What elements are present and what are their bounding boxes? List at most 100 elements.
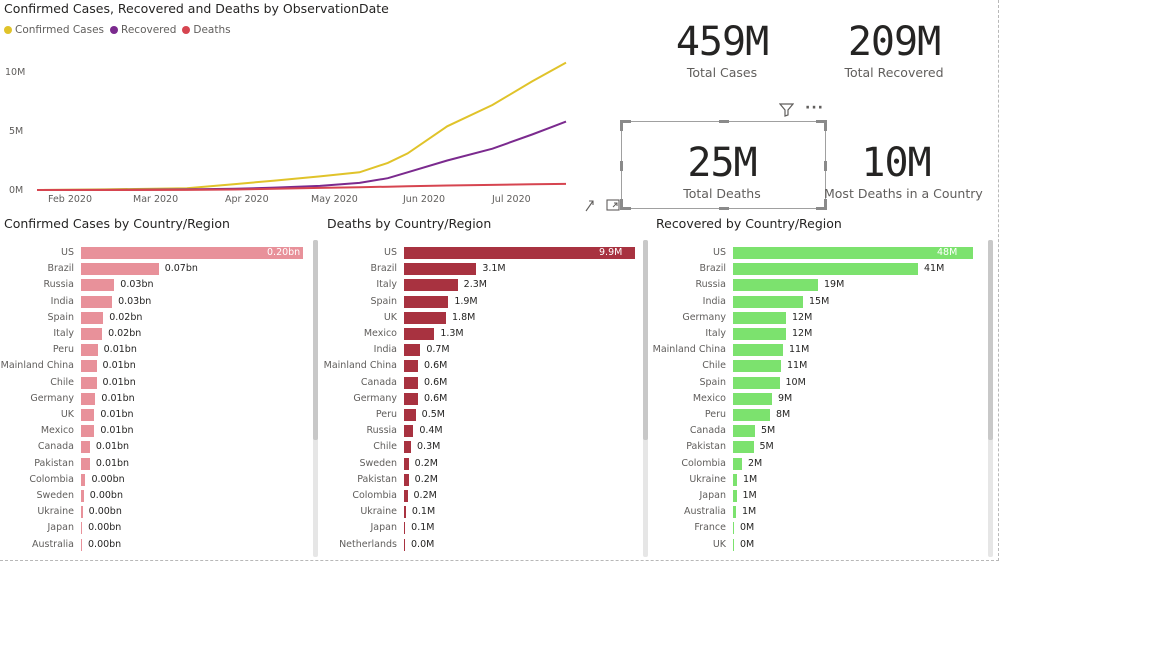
- bar[interactable]: [81, 522, 83, 535]
- bar[interactable]: [404, 473, 409, 486]
- drill-icon[interactable]: [584, 199, 596, 216]
- scrollbar-thumb[interactable]: [988, 240, 993, 440]
- bar[interactable]: [81, 328, 103, 340]
- bar[interactable]: [733, 392, 772, 405]
- bar-row[interactable]: Mainland China 11M: [652, 344, 992, 357]
- filter-icon[interactable]: [778, 103, 795, 120]
- bar-row[interactable]: Chile 0.01bn: [0, 376, 320, 389]
- bar-row[interactable]: France 0M: [652, 522, 992, 535]
- bar-row[interactable]: US 48M: [652, 247, 992, 259]
- bar-row[interactable]: Pakistan 0.2M: [323, 473, 643, 486]
- selected-visual-frame[interactable]: [620, 120, 827, 210]
- bar-row[interactable]: UK 1.8M: [323, 311, 643, 324]
- bar[interactable]: [404, 295, 449, 308]
- bar[interactable]: [404, 344, 421, 357]
- bar-row[interactable]: Mainland China 0.6M: [323, 360, 643, 373]
- bar-row[interactable]: UK 0.01bn: [0, 409, 320, 421]
- scrollbar-thumb[interactable]: [313, 240, 318, 440]
- bar[interactable]: [733, 522, 734, 535]
- bar[interactable]: [733, 295, 803, 308]
- bar[interactable]: [404, 425, 414, 438]
- more-options-icon[interactable]: ···: [805, 100, 824, 116]
- resize-corner[interactable]: [620, 199, 631, 210]
- bar-row[interactable]: Russia 0.4M: [323, 425, 643, 438]
- bar-row[interactable]: Brazil 0.07bn: [0, 263, 320, 276]
- bar[interactable]: [733, 409, 770, 421]
- bar[interactable]: [404, 457, 409, 470]
- series-line-deaths[interactable]: [37, 182, 567, 191]
- bar-row[interactable]: Japan 1M: [652, 490, 992, 502]
- bar[interactable]: [733, 328, 786, 340]
- bar-row[interactable]: US 0.20bn: [0, 247, 320, 259]
- bar[interactable]: [404, 506, 406, 519]
- bar-row[interactable]: Mainland China 0.01bn: [0, 360, 320, 373]
- bar[interactable]: [733, 457, 742, 470]
- bar-row[interactable]: UK 0M: [652, 538, 992, 551]
- bar[interactable]: [81, 457, 90, 470]
- bar-row[interactable]: Australia 0.00bn: [0, 538, 320, 551]
- bar[interactable]: [733, 425, 755, 438]
- bar[interactable]: [733, 473, 737, 486]
- bar[interactable]: [81, 311, 104, 324]
- bar-row[interactable]: Russia 0.03bn: [0, 279, 320, 292]
- bar[interactable]: [81, 263, 159, 276]
- bar[interactable]: [733, 441, 754, 454]
- bar-row[interactable]: Canada 0.01bn: [0, 441, 320, 454]
- bar-row[interactable]: Peru 8M: [652, 409, 992, 421]
- bar[interactable]: [404, 376, 418, 389]
- bar-row[interactable]: India 0.03bn: [0, 295, 320, 308]
- bar-row[interactable]: Mexico 1.3M: [323, 328, 643, 340]
- bar-row[interactable]: Japan 0.1M: [323, 522, 643, 535]
- bar-row[interactable]: Japan 0.00bn: [0, 522, 320, 535]
- card-total-deaths[interactable]: 25M Total Deaths: [652, 140, 792, 201]
- bar-row[interactable]: India 0.7M: [323, 344, 643, 357]
- bar[interactable]: [81, 409, 95, 421]
- bar-row[interactable]: Italy 12M: [652, 328, 992, 340]
- line-chart-plot[interactable]: [0, 0, 600, 215]
- bar-row[interactable]: Pakistan 0.01bn: [0, 457, 320, 470]
- bar-row[interactable]: Peru 0.5M: [323, 409, 643, 421]
- bar[interactable]: [81, 295, 113, 308]
- bar[interactable]: [404, 392, 418, 405]
- resize-handle[interactable]: [719, 120, 729, 123]
- bar[interactable]: [733, 506, 736, 519]
- bar-row[interactable]: US 9.9M: [323, 247, 643, 259]
- bar-row[interactable]: Colombia 2M: [652, 457, 992, 470]
- bar-row[interactable]: Spain 1.9M: [323, 295, 643, 308]
- bar-row[interactable]: Netherlands 0.0M: [323, 538, 643, 551]
- bar[interactable]: [81, 360, 97, 373]
- scrollbar[interactable]: [643, 240, 648, 557]
- bar[interactable]: [733, 311, 786, 324]
- bar[interactable]: [81, 247, 303, 259]
- bar-row[interactable]: Brazil 41M: [652, 263, 992, 276]
- bar-row[interactable]: Peru 0.01bn: [0, 344, 320, 357]
- bar-row[interactable]: Spain 0.02bn: [0, 311, 320, 324]
- bar-row[interactable]: Italy 0.02bn: [0, 328, 320, 340]
- bar-row[interactable]: Sweden 0.2M: [323, 457, 643, 470]
- bar-row[interactable]: Spain 10M: [652, 376, 992, 389]
- bar[interactable]: [81, 506, 83, 519]
- bar[interactable]: [404, 247, 635, 259]
- bar-row[interactable]: Germany 0.6M: [323, 392, 643, 405]
- bar-row[interactable]: Ukraine 1M: [652, 473, 992, 486]
- bar[interactable]: [733, 279, 818, 292]
- bar-row[interactable]: Australia 1M: [652, 506, 992, 519]
- bar[interactable]: [733, 490, 737, 502]
- focus-mode-icon[interactable]: [606, 199, 620, 214]
- bar[interactable]: [733, 360, 781, 373]
- bar[interactable]: [733, 538, 734, 551]
- scrollbar[interactable]: [313, 240, 318, 557]
- card-total-cases[interactable]: 459M Total Cases: [652, 19, 792, 80]
- bar-row[interactable]: Germany 12M: [652, 311, 992, 324]
- bar-row[interactable]: Colombia 0.00bn: [0, 473, 320, 486]
- bar[interactable]: [81, 441, 90, 454]
- resize-handle[interactable]: [620, 161, 623, 171]
- resize-corner[interactable]: [816, 120, 827, 131]
- bar-row[interactable]: Canada 0.6M: [323, 376, 643, 389]
- bar[interactable]: [404, 522, 406, 535]
- bar-row[interactable]: Germany 0.01bn: [0, 392, 320, 405]
- scrollbar[interactable]: [988, 240, 993, 557]
- bar[interactable]: [404, 441, 411, 454]
- bar-row[interactable]: India 15M: [652, 295, 992, 308]
- bar[interactable]: [81, 279, 115, 292]
